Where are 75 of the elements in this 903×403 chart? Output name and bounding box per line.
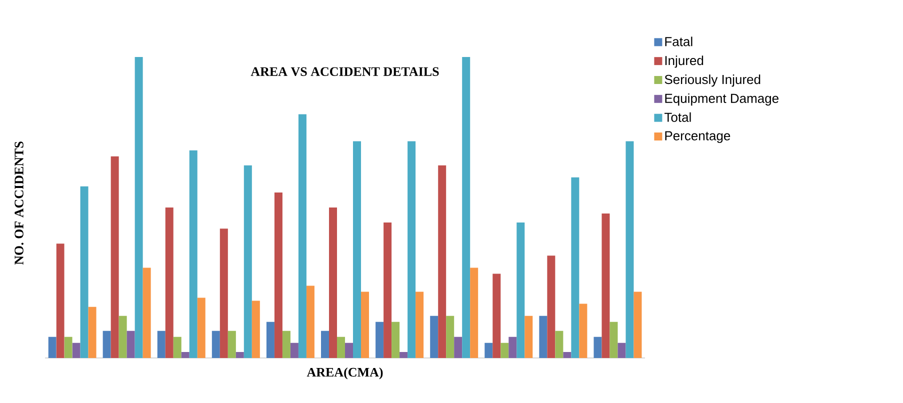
bar bbox=[72, 342, 80, 358]
bar bbox=[345, 342, 354, 358]
bar bbox=[80, 186, 88, 358]
bar bbox=[157, 330, 166, 358]
bar bbox=[571, 177, 580, 358]
bar bbox=[400, 352, 408, 358]
bar bbox=[361, 292, 370, 358]
bar bbox=[376, 322, 384, 358]
bar bbox=[321, 330, 330, 358]
bar bbox=[384, 222, 392, 358]
bar bbox=[102, 330, 111, 358]
bar bbox=[290, 342, 298, 358]
bar bbox=[56, 244, 64, 358]
bar bbox=[244, 165, 252, 358]
bar bbox=[118, 316, 127, 358]
bar bbox=[579, 304, 588, 358]
legend-label: Total bbox=[664, 112, 691, 122]
legend-label: Equipment Damage bbox=[665, 93, 778, 106]
bar bbox=[64, 336, 72, 358]
bar bbox=[454, 336, 462, 358]
bar bbox=[252, 300, 260, 358]
bar bbox=[470, 268, 478, 358]
legend-label: Fatal bbox=[665, 36, 692, 46]
bar bbox=[484, 342, 493, 358]
x-axis-title: AREA(CMA) bbox=[306, 368, 383, 380]
y-axis-title: NO. OF ACCIDENTS bbox=[14, 142, 24, 265]
bar bbox=[539, 316, 548, 358]
bar bbox=[197, 298, 206, 358]
bar bbox=[48, 336, 56, 358]
bar bbox=[282, 330, 290, 358]
bar bbox=[266, 322, 274, 358]
bar bbox=[236, 352, 244, 358]
bar bbox=[88, 306, 96, 358]
bar bbox=[110, 156, 119, 358]
bar bbox=[416, 292, 424, 358]
bar bbox=[392, 322, 400, 358]
bar bbox=[618, 342, 626, 358]
bar bbox=[438, 165, 446, 358]
bar bbox=[274, 192, 282, 358]
bar bbox=[602, 214, 610, 358]
bar bbox=[524, 316, 533, 358]
bar bbox=[594, 336, 602, 358]
bar bbox=[189, 150, 198, 358]
bar bbox=[508, 336, 517, 358]
bar bbox=[220, 228, 228, 358]
bar bbox=[555, 330, 564, 358]
bar bbox=[462, 57, 470, 358]
bar bbox=[516, 222, 525, 358]
bar bbox=[165, 208, 174, 358]
legend-label: Seriously Injured bbox=[664, 74, 760, 87]
bar bbox=[181, 352, 190, 358]
bar bbox=[353, 141, 362, 358]
bar bbox=[298, 114, 306, 358]
bar bbox=[126, 330, 135, 358]
bar bbox=[634, 292, 642, 358]
bar bbox=[492, 274, 501, 358]
bar bbox=[430, 316, 438, 358]
bar bbox=[329, 208, 338, 358]
bar bbox=[306, 286, 314, 358]
bar bbox=[142, 268, 151, 358]
bar bbox=[134, 57, 143, 358]
bar bbox=[228, 330, 236, 358]
legend-label: Percentage bbox=[665, 131, 730, 143]
bar bbox=[547, 256, 556, 358]
bar bbox=[337, 336, 346, 358]
text: AREA VS ACCIDENT DETAILS bbox=[250, 67, 439, 76]
bar bbox=[610, 322, 618, 358]
bar bbox=[626, 141, 634, 358]
bar bbox=[408, 141, 416, 358]
bar bbox=[212, 330, 220, 358]
bar bbox=[173, 336, 182, 358]
legend-label: Injured bbox=[665, 56, 704, 68]
bar bbox=[500, 342, 509, 358]
bar bbox=[563, 352, 572, 358]
bar bbox=[446, 316, 454, 358]
